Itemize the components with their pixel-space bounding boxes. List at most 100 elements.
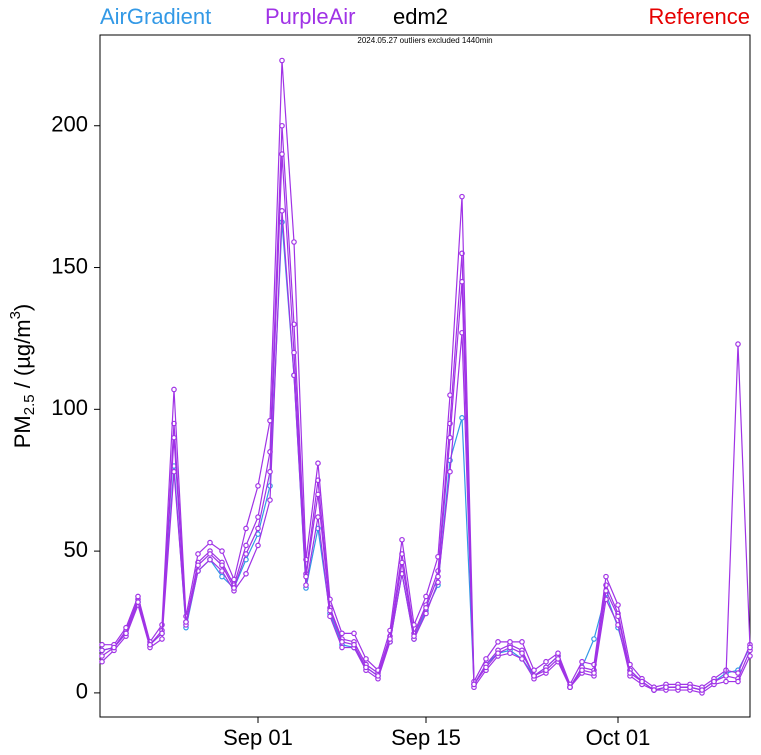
data-point <box>135 599 141 605</box>
y-label-sub: 2.5 <box>21 394 38 415</box>
y-label-mid: / (µg/m <box>10 319 35 394</box>
data-point <box>675 684 681 691</box>
data-point <box>399 559 405 566</box>
legend-entry: PurpleAir <box>265 4 355 29</box>
legend-entry: AirGradient <box>100 4 211 29</box>
data-point <box>471 681 477 688</box>
data-point <box>507 644 513 651</box>
data-point <box>723 673 729 679</box>
data-point <box>171 434 177 441</box>
x-tick-label: Sep 01 <box>223 725 293 750</box>
data-point <box>447 392 453 398</box>
data-point <box>267 497 273 503</box>
y-tick-label: 150 <box>51 253 88 278</box>
data-point <box>627 670 633 676</box>
data-point <box>447 468 453 475</box>
data-point <box>555 656 561 662</box>
data-point <box>591 636 597 642</box>
data-point <box>579 658 585 665</box>
x-tick-label: Sep 15 <box>391 725 461 750</box>
data-point <box>495 639 501 645</box>
data-point <box>207 556 213 563</box>
data-point <box>351 630 357 637</box>
data-point <box>375 673 381 679</box>
series-line <box>101 222 751 691</box>
data-point <box>315 460 321 466</box>
data-point <box>543 667 549 674</box>
data-point <box>723 678 729 685</box>
data-point <box>615 602 621 608</box>
data-point <box>555 650 561 656</box>
data-point <box>207 539 213 546</box>
data-point <box>243 570 249 577</box>
data-point <box>219 562 225 569</box>
data-point <box>567 684 573 691</box>
y-axis-label: PM2.5 / (µg/m3) <box>7 304 38 449</box>
data-point <box>183 619 189 625</box>
series-line <box>101 210 751 694</box>
data-point <box>507 639 513 645</box>
data-point <box>483 664 489 671</box>
data-point <box>603 588 609 594</box>
data-point <box>699 687 705 693</box>
data-point <box>279 151 285 157</box>
data-point <box>195 551 201 557</box>
data-point <box>207 551 213 557</box>
data-point <box>423 593 429 600</box>
data-point <box>327 607 333 614</box>
data-point <box>315 491 321 498</box>
y-label-main: PM <box>10 415 35 448</box>
data-point <box>519 650 525 656</box>
data-point <box>255 542 261 549</box>
data-point <box>735 678 741 685</box>
data-point <box>303 573 309 580</box>
data-point <box>651 687 657 693</box>
data-point <box>423 605 429 611</box>
data-point <box>99 647 105 654</box>
data-point <box>339 630 345 637</box>
data-point <box>687 684 693 691</box>
data-point <box>159 636 165 642</box>
y-label-end: ) <box>10 304 35 311</box>
data-point <box>255 483 261 489</box>
data-point <box>219 573 225 580</box>
data-point <box>303 582 309 588</box>
data-point <box>219 568 225 574</box>
y-tick-label: 50 <box>64 537 88 562</box>
data-point <box>219 548 225 554</box>
data-point <box>399 536 405 543</box>
data-point <box>99 658 105 665</box>
data-point <box>579 667 585 674</box>
data-point <box>231 576 237 583</box>
data-point <box>387 636 393 642</box>
data-point <box>747 653 753 659</box>
data-point <box>459 193 465 200</box>
data-point <box>459 415 465 421</box>
y-tick-label: 200 <box>51 112 88 137</box>
data-point <box>735 341 741 347</box>
data-point <box>483 656 489 662</box>
data-point <box>339 644 345 651</box>
data-point <box>639 678 645 685</box>
data-point <box>519 639 525 645</box>
data-point <box>543 658 549 665</box>
data-point <box>351 641 357 648</box>
x-tick-label: Oct 01 <box>586 725 651 750</box>
data-point <box>279 57 285 64</box>
data-point <box>507 650 513 656</box>
data-point <box>111 644 117 651</box>
data-point <box>231 585 237 591</box>
data-point <box>255 525 261 532</box>
data-point <box>243 542 249 549</box>
data-point <box>315 514 321 520</box>
data-point <box>531 667 537 674</box>
data-point <box>591 670 597 676</box>
legend-entry: edm2 <box>393 4 448 29</box>
data-point <box>603 573 609 580</box>
data-point <box>291 239 297 245</box>
data-point <box>135 593 141 600</box>
data-point <box>159 630 165 637</box>
data-point <box>339 639 345 645</box>
data-point <box>123 630 129 637</box>
